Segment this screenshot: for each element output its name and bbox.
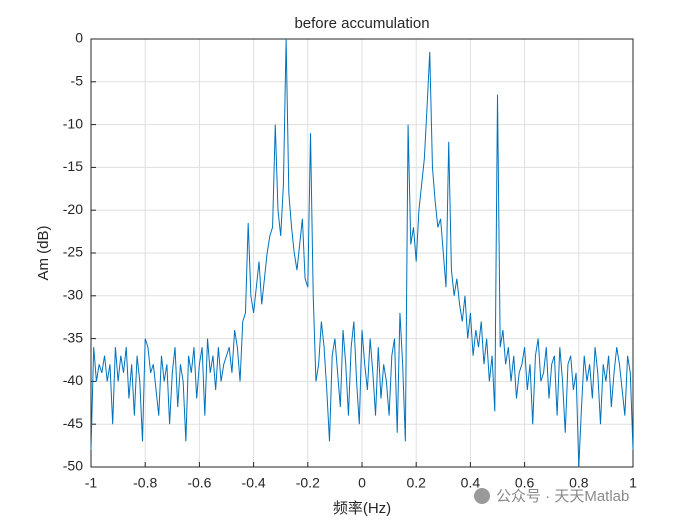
x-tick-label: -0.4 (242, 475, 266, 491)
y-tick-label: -25 (63, 244, 83, 260)
x-tick-label: 0 (358, 475, 366, 491)
data-line (90, 38, 634, 468)
x-tick-label: -0.8 (133, 475, 157, 491)
x-tick-label: -0.6 (187, 475, 211, 491)
y-tick-label: -50 (63, 458, 83, 474)
x-tick-label: 0.2 (406, 475, 426, 491)
y-tick-label: -45 (63, 415, 83, 431)
x-tick-label: -1 (85, 475, 98, 491)
plot-frame (90, 38, 634, 468)
y-tick-label: -20 (63, 201, 83, 217)
y-tick-label: -15 (63, 158, 83, 174)
y-tick-label: -35 (63, 329, 83, 345)
y-tick-label: -40 (63, 372, 83, 388)
x-axis-label: 频率(Hz) (333, 500, 391, 517)
watermark-icon (474, 488, 490, 504)
x-tick-label: 0.6 (515, 475, 535, 491)
x-tick-label: 1 (629, 475, 637, 491)
y-tick-label: -30 (63, 287, 83, 303)
y-tick-label: 0 (75, 30, 83, 46)
x-tick-label: 0.4 (461, 475, 481, 491)
watermark: 公众号 · 天天Matlab (474, 488, 629, 505)
chart-title: before accumulation (294, 15, 429, 32)
x-tick-label: 0.8 (569, 475, 589, 491)
y-tick-label: -5 (71, 73, 84, 89)
x-tick-label: -0.2 (296, 475, 320, 491)
watermark-text: 公众号 · 天天Matlab (496, 488, 629, 505)
y-tick-label: -10 (63, 115, 83, 131)
y-axis-label: Am (dB) (35, 225, 52, 280)
